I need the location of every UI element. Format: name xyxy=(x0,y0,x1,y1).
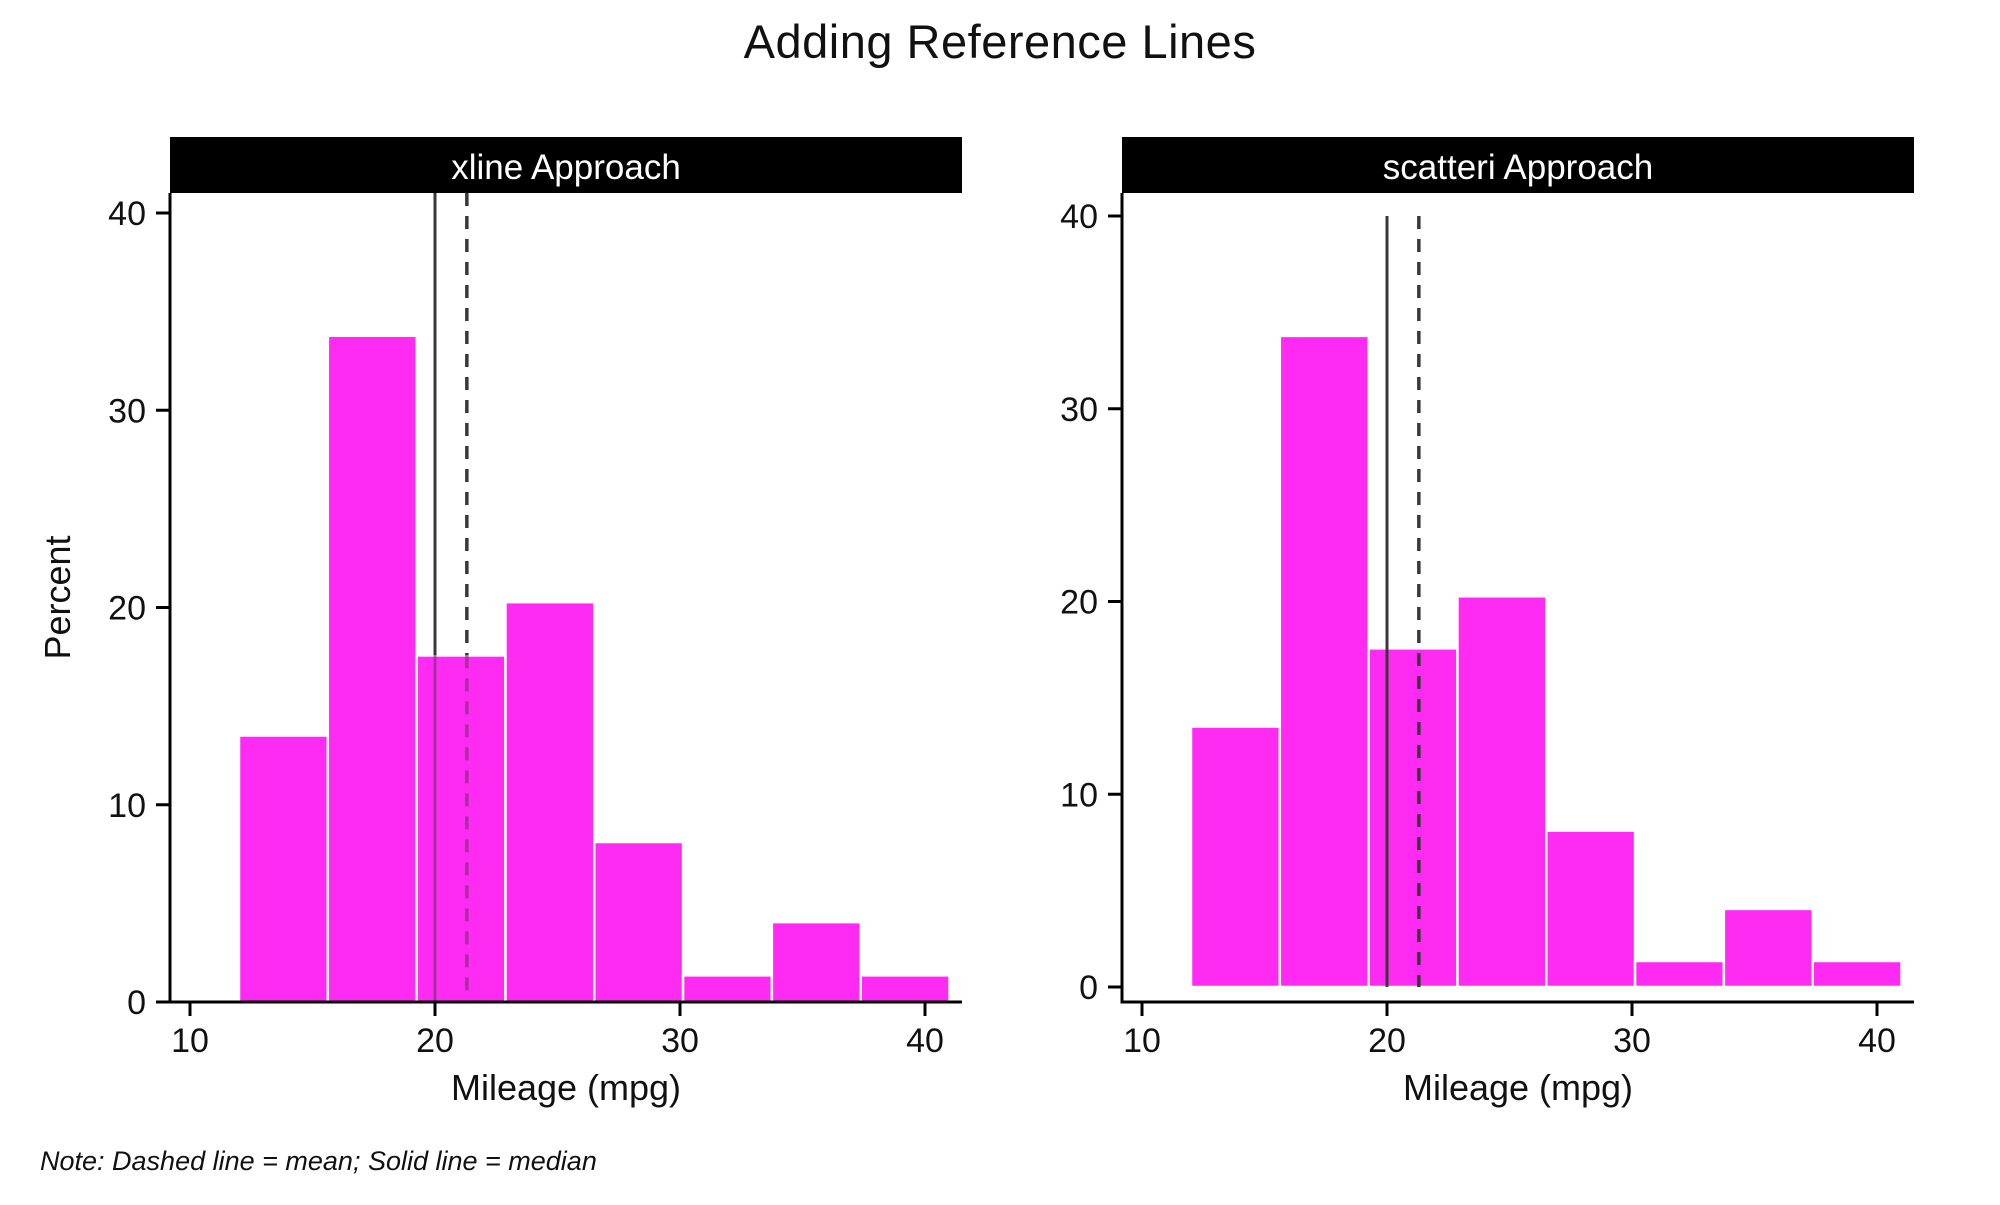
panel-title: scatteri Approach xyxy=(1383,148,1653,187)
y-tick-label: 40 xyxy=(1060,198,1098,236)
x-axis-title: Mileage (mpg) xyxy=(451,1067,681,1108)
histogram-bar xyxy=(1189,725,1282,989)
histogram-bar xyxy=(237,734,330,1004)
histogram-bar xyxy=(326,334,418,1004)
y-tick-label: 30 xyxy=(108,392,146,430)
x-tick-label: 40 xyxy=(906,1022,944,1060)
x-tick-label: 30 xyxy=(661,1022,699,1060)
histogram-bar xyxy=(415,654,507,1004)
x-tick-label: 20 xyxy=(416,1022,454,1060)
histogram-bar xyxy=(504,600,596,1004)
y-tick-label: 20 xyxy=(1060,584,1098,622)
page-title: Adding Reference Lines xyxy=(743,15,1257,68)
histogram-bar xyxy=(859,974,951,1004)
x-tick-label: 10 xyxy=(171,1022,209,1060)
y-tick-label: 20 xyxy=(108,590,146,628)
histogram-bar xyxy=(1633,959,1726,989)
figure-note: Note: Dashed line = mean; Solid line = m… xyxy=(40,1146,597,1176)
x-tick-label: 40 xyxy=(1858,1022,1896,1060)
y-tick-label: 40 xyxy=(108,195,146,233)
y-tick-label: 0 xyxy=(127,984,146,1022)
panel-0: xline Approach 0 10 20 30 40 10 20 30 40 Mileage (… xyxy=(37,137,962,1108)
y-axis-title: Percent xyxy=(37,535,78,659)
histogram-bar xyxy=(1722,907,1814,989)
panel-header xyxy=(1122,137,1914,193)
x-tick-label: 30 xyxy=(1613,1022,1651,1060)
histogram-bar xyxy=(1278,334,1370,989)
x-axis-title: Mileage (mpg) xyxy=(1403,1067,1633,1108)
histogram-bar xyxy=(1367,647,1459,989)
histogram-bar xyxy=(1545,829,1637,989)
y-tick-label: 10 xyxy=(1060,776,1098,814)
x-tick-label: 10 xyxy=(1123,1022,1161,1060)
panel-1: scatteri Approach 0 10 20 30 40 10 20 30 40 Mileag… xyxy=(1060,137,1914,1108)
y-tick-label: 10 xyxy=(108,787,146,825)
y-tick-label: 30 xyxy=(1060,391,1098,429)
histogram-bar xyxy=(770,920,862,1004)
histogram-bar xyxy=(1811,959,1903,989)
y-tick-label: 0 xyxy=(1079,969,1098,1007)
panel-header xyxy=(170,137,962,193)
histogram-bar xyxy=(593,840,685,1004)
histogram-bar xyxy=(1456,595,1548,989)
histogram-bar xyxy=(681,974,774,1004)
x-tick-label: 20 xyxy=(1368,1022,1406,1060)
panel-title: xline Approach xyxy=(451,148,681,187)
